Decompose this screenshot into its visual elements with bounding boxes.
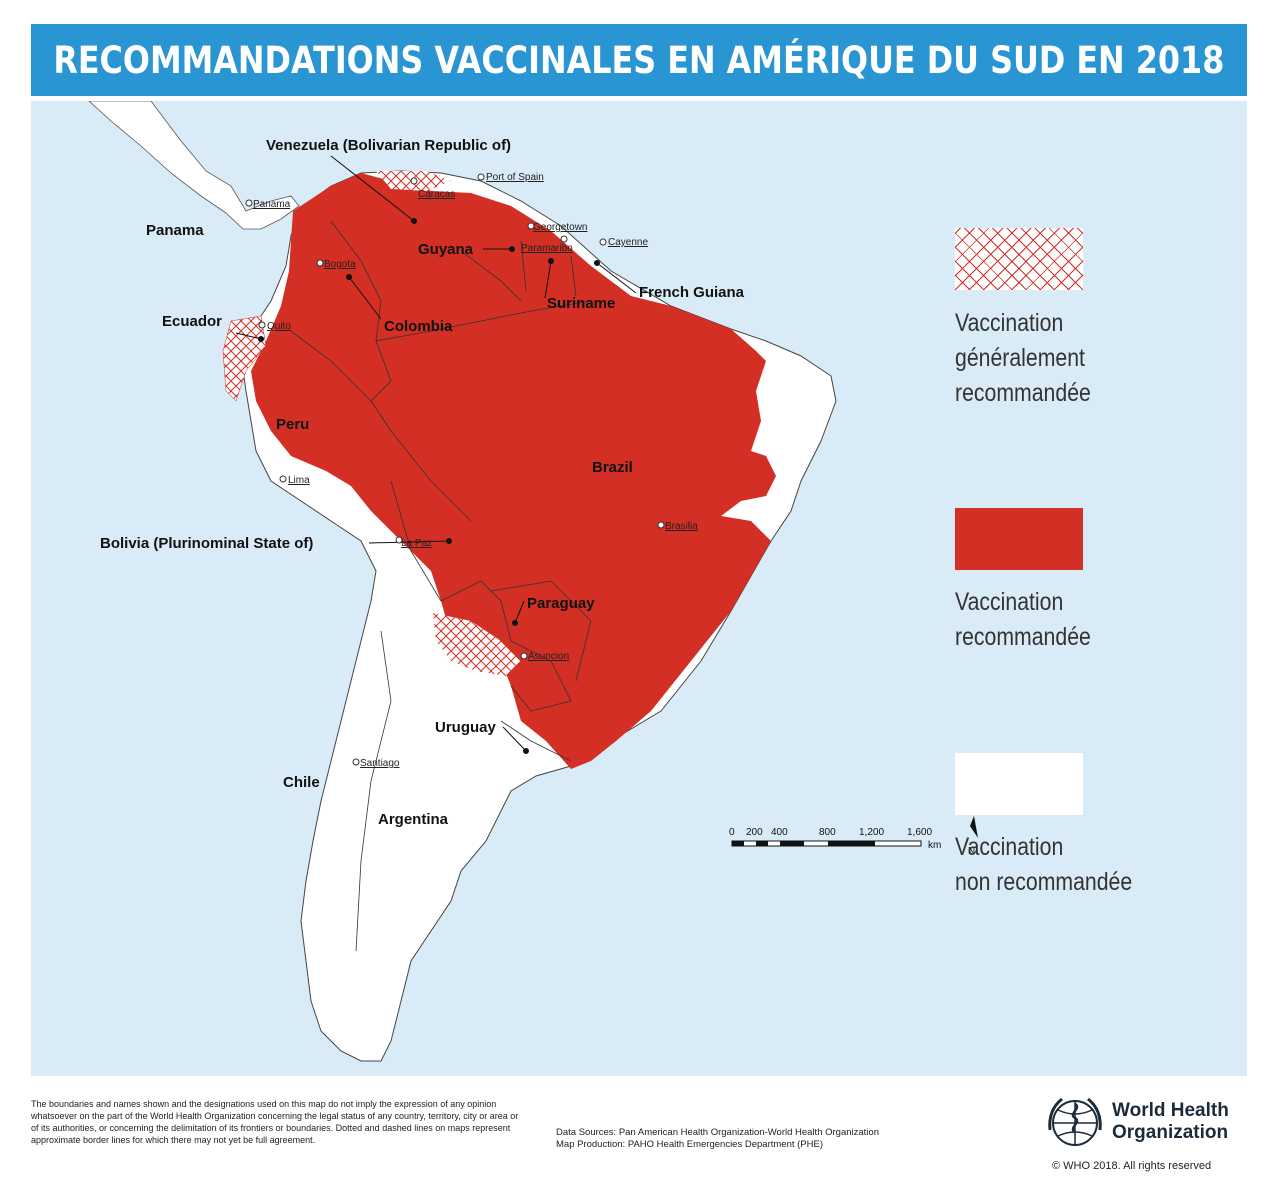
scale-bar: 0 200 400 800 1,200 1,600 km [729,827,941,851]
city-lima: Lima [288,475,310,486]
legend-line: Vaccination [955,309,1064,337]
label-ecuador: Ecuador [162,313,222,330]
label-suriname: Suriname [547,295,615,312]
legend-swatch-not-recommended [955,753,1083,815]
label-chile: Chile [283,774,320,791]
recommended-zone [251,173,776,769]
legend-line: recommandée [955,379,1091,407]
label-peru: Peru [276,416,309,433]
map-canvas: Venezuela (Bolivarian Republic of) Panam… [88,101,978,1062]
generally-recommended-argentina [433,613,521,676]
label-bolivia: Bolivia (Plurinominal State of) [100,535,313,552]
scale-unit: km [928,840,941,851]
label-panama: Panama [146,222,204,239]
org-line-1: World Health [1112,1100,1229,1121]
city-brasilia: Brasilia [665,521,698,532]
north-label: N [968,846,975,857]
legend-line: Vaccination [955,833,1064,861]
map-frame: Venezuela (Bolivarian Republic of) Panam… [31,101,1247,1076]
scale-tick-800: 800 [819,827,836,838]
city-paramaribo: Paramaribo [521,243,573,254]
label-french-guiana: French Guiana [639,284,745,301]
central-america-landmass [88,101,300,230]
leader-lines [235,155,637,754]
city-georgetown: Georgetown [533,222,587,233]
disclaimer-text: The boundaries and names shown and the d… [31,1099,519,1145]
city-bogota: Bogota [324,259,356,270]
city-panama: Panama [253,199,291,210]
legend-text-not-recommended: Vaccination non recommandée [955,830,1132,900]
city-cayenne: Cayenne [608,237,648,248]
organization-name: World Health Organization [1112,1100,1229,1144]
copyright-text: © WHO 2018. All rights reserved [1052,1160,1212,1172]
city-port-of-spain: Port of Spain [486,172,544,183]
legend-text-generally-recommended: Vaccination généralement recommandée [955,306,1091,411]
north-arrow-icon: N [968,816,978,857]
city-santiago: Santiago [360,758,400,769]
legend-text-recommended: Vaccination recommandée [955,585,1091,655]
org-line-2: Organization [1112,1122,1229,1143]
label-paraguay: Paraguay [527,595,595,612]
scale-tick-400: 400 [771,827,788,838]
data-source-line: Data Sources: Pan American Health Organi… [556,1127,879,1138]
legend-line: Vaccination [955,588,1064,616]
scale-tick-1600: 1,600 [907,827,932,838]
data-sources: Data Sources: Pan American Health Organi… [556,1127,879,1151]
city-quito: Quito [267,321,291,332]
scale-tick-200: 200 [746,827,763,838]
city-asuncion: Asuncion [528,651,569,662]
label-venezuela: Venezuela (Bolivarian Republic of) [266,137,511,154]
title-bar: RECOMMANDATIONS VACCINALES EN AMÉRIQUE D… [31,24,1247,96]
label-colombia: Colombia [384,318,453,335]
country-borders [290,220,592,952]
label-argentina: Argentina [378,811,449,828]
map-production-line: Map Production: PAHO Health Emergencies … [556,1139,823,1150]
legend-line: recommandée [955,623,1091,651]
legend-swatch-generally-recommended [955,228,1083,290]
legend-line: généralement [955,344,1085,372]
map-title: RECOMMANDATIONS VACCINALES EN AMÉRIQUE D… [53,38,1225,82]
label-uruguay: Uruguay [435,719,497,736]
city-caracas: Caracas [418,189,455,200]
city-la-paz: La Paz [401,538,432,549]
legend-swatch-recommended [955,508,1083,570]
label-brazil: Brazil [592,459,633,476]
legend-line: non recommandée [955,868,1133,896]
label-guyana: Guyana [418,241,474,258]
city-markers: Caracas Port of Spain Panama Georgetown … [245,172,698,769]
who-emblem-icon [1048,1097,1102,1146]
scale-tick-0: 0 [729,827,735,838]
scale-tick-1200: 1,200 [859,827,884,838]
